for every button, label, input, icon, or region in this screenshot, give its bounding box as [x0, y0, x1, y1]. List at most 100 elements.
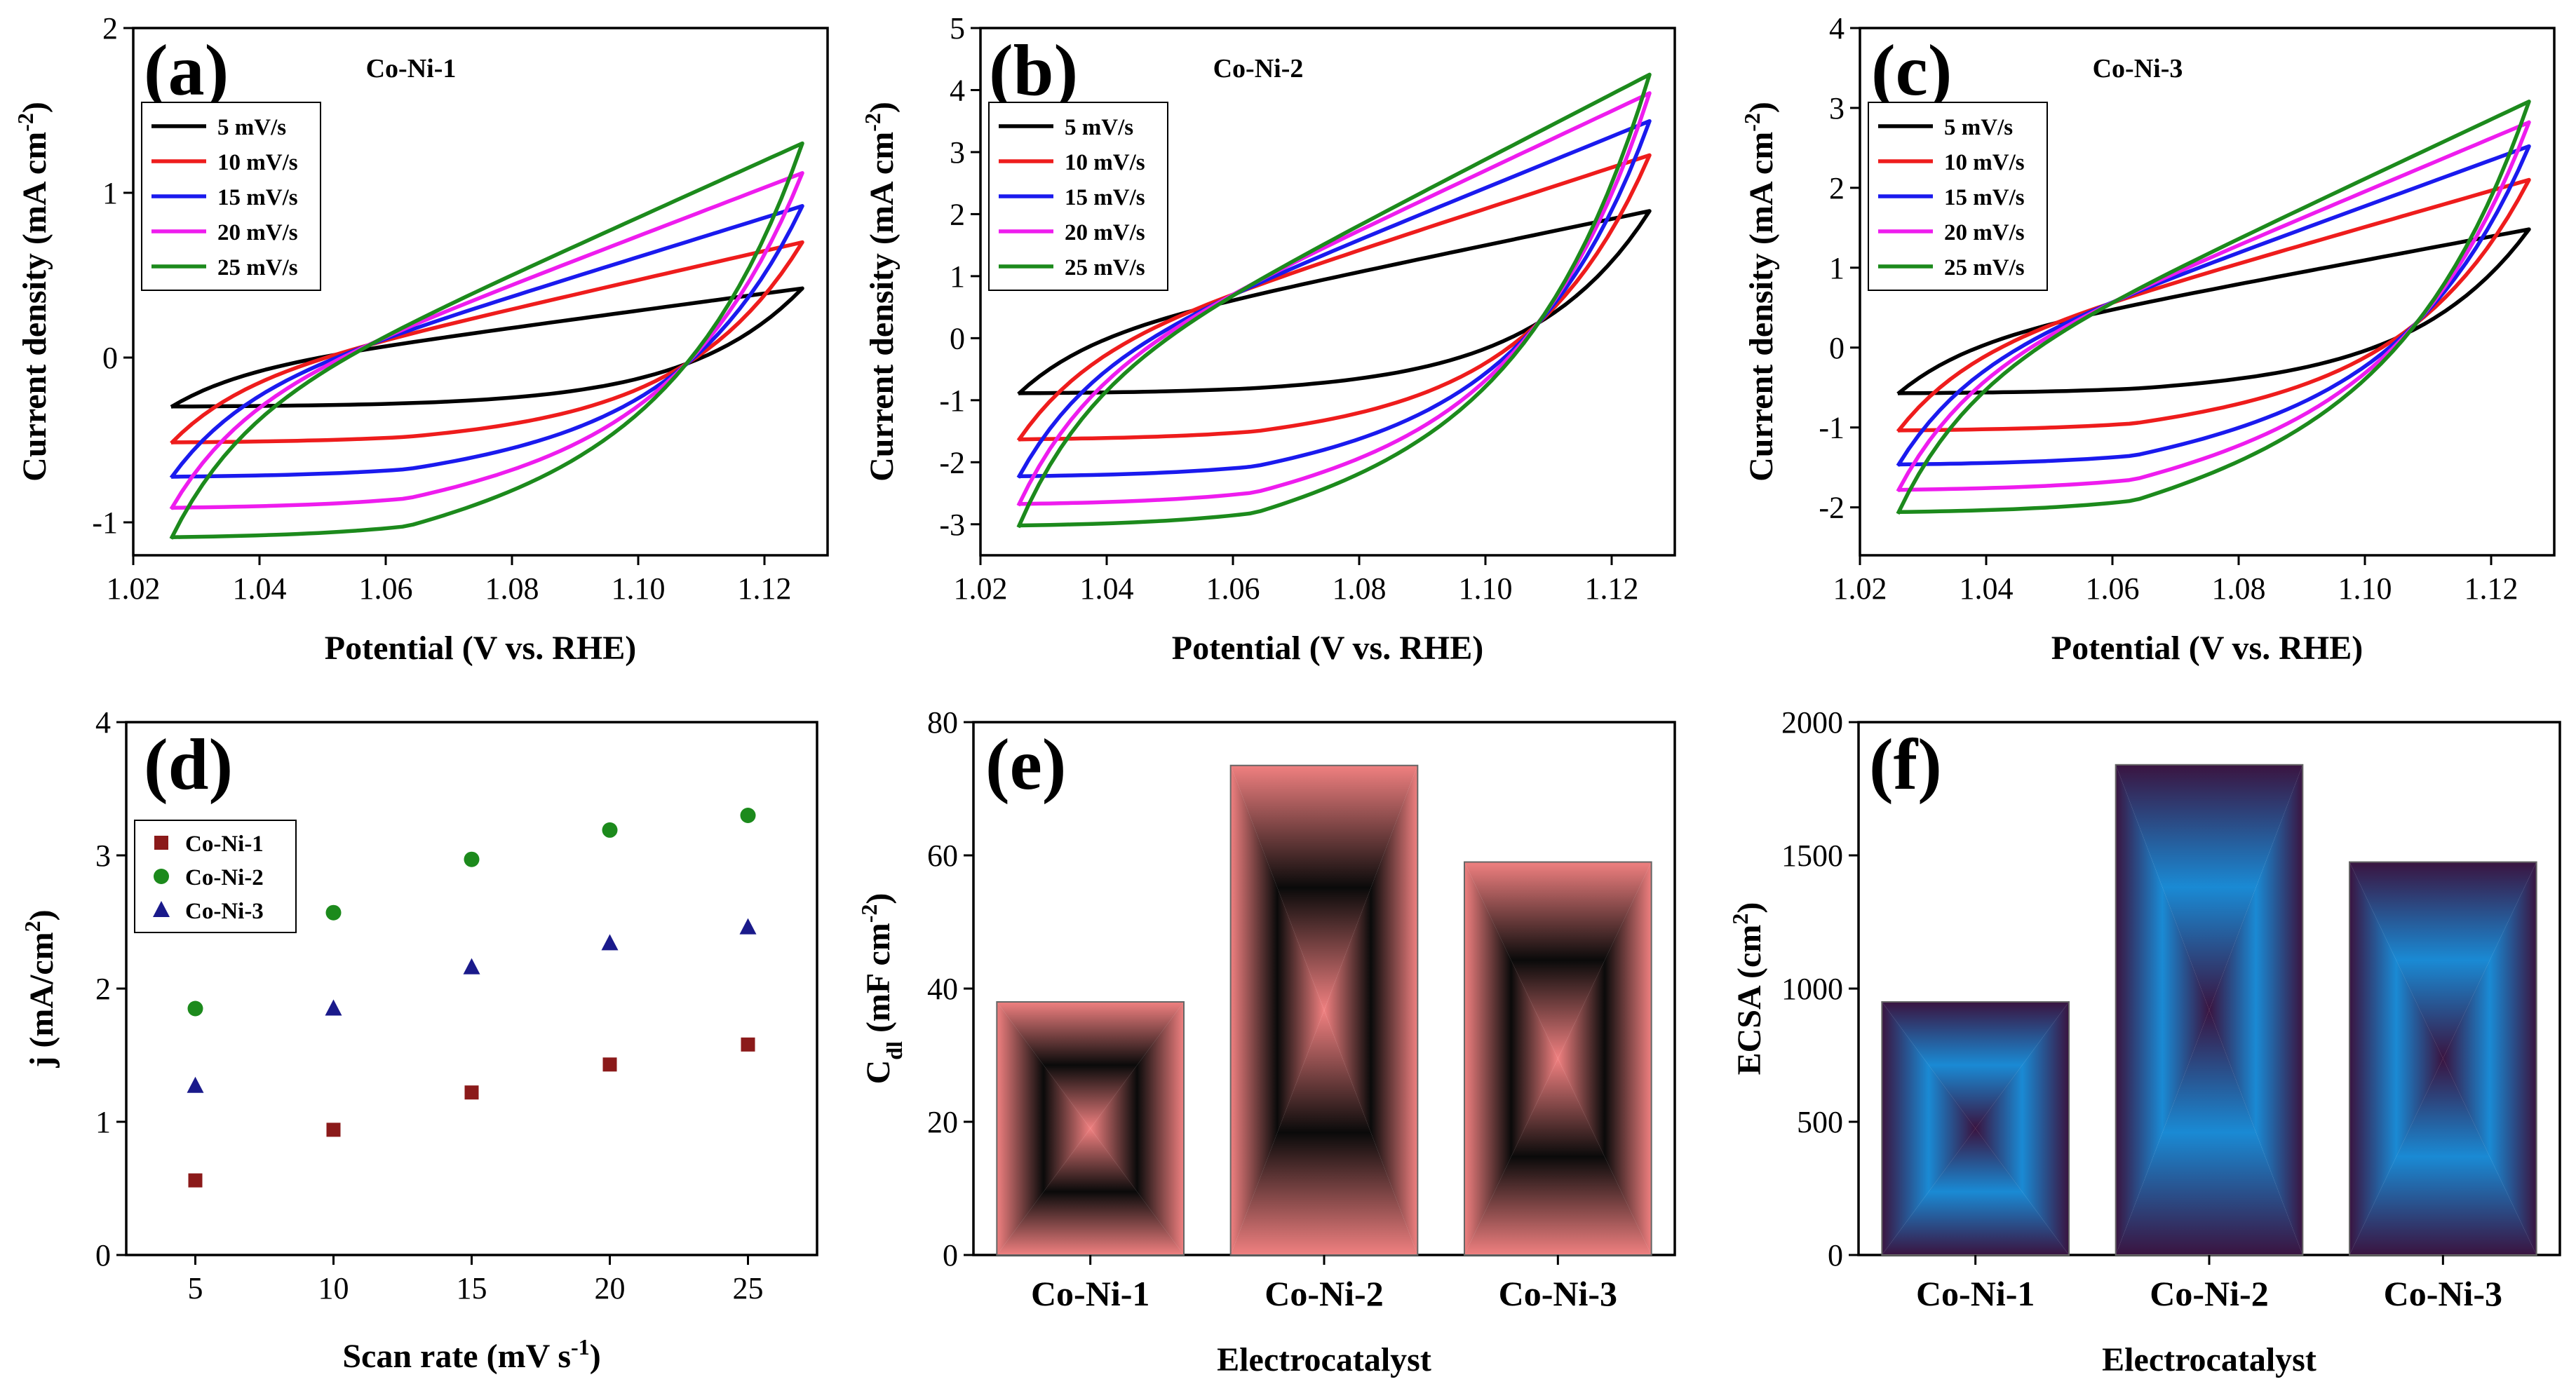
panel-f-ytick-label: 0 — [1828, 1238, 1843, 1273]
panel-a-ytick-label: -1 — [92, 506, 118, 540]
panel-b-ytick-label: 1 — [950, 259, 965, 294]
bar-e-2-top — [1230, 765, 1418, 1010]
panel-e: 0 20 40 60 80 Co-Ni-1 Co-Ni-2 Co-Ni-3 (e) Electro… — [856, 705, 1676, 1378]
panel-f-letter: (f) — [1869, 724, 1942, 805]
panel-e-ytick-label: 60 — [927, 839, 958, 873]
panel-a-letter: (a) — [144, 30, 229, 111]
panel-c-letter: (c) — [1871, 30, 1952, 111]
scatter-point-co-ni-2-3 — [464, 851, 480, 867]
panel-b-ytick-label: -1 — [939, 384, 965, 418]
scatter-point-co-ni-1-1 — [188, 1173, 203, 1188]
panel-a-ytick-label: 2 — [102, 11, 118, 46]
panel-d-xtick-label: 10 — [318, 1271, 349, 1305]
panel-c-ylabel: Current density (mA cm-2) — [1739, 102, 1780, 482]
panel-b-xtick-label: 1.12 — [1585, 571, 1639, 606]
bar-e-1-top — [997, 1002, 1184, 1129]
legend-label-c-4: 20 mV/s — [1944, 220, 2025, 245]
panel-c-xlabel: Potential (V vs. RHE) — [2051, 630, 2363, 667]
bar-f-3-bottom — [2349, 1058, 2537, 1255]
panel-d: 0 1 2 3 4 5 10 15 20 25 Co-Ni-1 Co-Ni-2 Co-Ni-3 (d) Sc… — [20, 705, 818, 1375]
legend-label-b-1: 5 mV/s — [1065, 115, 1133, 140]
panel-d-xtick-label: 5 — [188, 1271, 203, 1305]
panel-b-ytick-label: 5 — [950, 11, 965, 46]
panel-a-ylabel-close: ) — [16, 102, 53, 113]
legend-label-b-2: 10 mV/s — [1065, 150, 1145, 175]
scatter-point-co-ni-1-5 — [741, 1037, 755, 1052]
panel-b-ylabel-sup: -2 — [860, 113, 885, 132]
panel-c-title: Co-Ni-3 — [2093, 54, 2183, 83]
panel-c-xtick-label: 1.02 — [1833, 571, 1887, 606]
panel-c-ylabel-sup: -2 — [1739, 113, 1765, 132]
panel-c-axes-frame — [1859, 27, 2556, 557]
panel-e-ytick-label: 0 — [943, 1238, 958, 1273]
panel-a-xtick-label: 1.12 — [738, 571, 792, 606]
panel-a-ylabel: Current density (mA cm-2) — [13, 102, 53, 482]
bar-e-2 — [1229, 764, 1419, 1256]
panel-b-axes-frame — [979, 27, 1676, 557]
panel-c-xtick-label: 1.08 — [2212, 571, 2266, 606]
bar-f-1 — [1881, 1001, 2070, 1256]
bar-f-2 — [2115, 764, 2304, 1256]
legend-label-d-2: Co-Ni-2 — [185, 865, 264, 890]
cv-loop-c-1 — [1896, 227, 2531, 395]
legend-label-d-1: Co-Ni-1 — [185, 832, 264, 857]
panel-f-category-label: Co-Ni-3 — [2384, 1274, 2502, 1313]
panel-f-ylabel-main: ECSA (cm — [1731, 925, 1768, 1076]
bar-f-3-left — [2349, 862, 2443, 1255]
legend-marker-d-3 — [153, 901, 170, 917]
panel-d-xlabel-close: ) — [590, 1338, 601, 1375]
panel-d-ylabel-main: j (mA/cm — [23, 932, 60, 1068]
panel-c-ytick-label: 1 — [1829, 251, 1845, 285]
cv-loop-b-5 — [1016, 72, 1652, 529]
panel-b-ytick-label: 3 — [950, 135, 965, 170]
legend-label-c-5: 25 mV/s — [1944, 255, 2025, 280]
panel-a-axes-frame — [132, 27, 829, 557]
legend-label-b-4: 20 mV/s — [1065, 220, 1145, 245]
panel-d-xtick-label: 15 — [457, 1271, 487, 1305]
legend-label-c-3: 15 mV/s — [1944, 185, 2025, 210]
panel-d-xtick-label: 25 — [733, 1271, 764, 1305]
scatter-point-co-ni-3-1 — [187, 1076, 204, 1093]
legend-label-d-3: Co-Ni-3 — [185, 899, 264, 924]
legend-label-a-1: 5 mV/s — [217, 115, 286, 140]
panel-e-ylabel-main: C — [860, 1060, 897, 1085]
panel-e-xlabel: Electrocatalyst — [1217, 1341, 1431, 1378]
cv-loop-c-5 — [1896, 100, 2531, 515]
bar-f-1-right — [1975, 1002, 2069, 1255]
panel-a-xtick-label: 1.10 — [612, 571, 666, 606]
panel-b-xtick-label: 1.10 — [1459, 571, 1513, 606]
scatter-point-co-ni-2-1 — [187, 1000, 203, 1017]
panel-c-ytick-label: 3 — [1829, 91, 1845, 125]
panel-f-category-label: Co-Ni-2 — [2150, 1274, 2268, 1313]
panel-b-ytick-label: -2 — [939, 445, 965, 480]
panel-e-ylabel-sub: dl — [882, 1041, 907, 1060]
panel-b-ylabel: Current density (mA cm-2) — [860, 102, 901, 482]
legend-label-b-3: 15 mV/s — [1065, 185, 1145, 210]
panel-a-xtick-label: 1.04 — [233, 571, 287, 606]
panel-d-ytick-label: 2 — [95, 972, 111, 1006]
panel-c-ylabel-main: Current density (mA cm — [1743, 132, 1780, 482]
panel-a-ylabel-sup: -2 — [13, 113, 38, 132]
panel-c-ytick-label: 0 — [1829, 331, 1845, 365]
panel-b-ylabel-main: Current density (mA cm — [863, 132, 901, 482]
panel-a-title: Co-Ni-1 — [366, 54, 457, 83]
panel-d-ylabel: j (mA/cm2) — [20, 909, 60, 1068]
panel-b-xtick-label: 1.04 — [1080, 571, 1134, 606]
panel-f: 0 500 1000 1500 2000 Co-Ni-1 Co-Ni-2 Co-Ni-3 (f)… — [1727, 705, 2561, 1378]
panel-f-ytick-label: 1000 — [1781, 972, 1843, 1006]
panel-e-ytick-label: 80 — [927, 705, 958, 740]
bar-e-3-top — [1464, 862, 1652, 1059]
panel-f-ylabel-sup: 2 — [1727, 914, 1753, 925]
panel-a-xtick-label: 1.08 — [485, 571, 539, 606]
panel-b-letter: (b) — [989, 30, 1078, 111]
panel-f-category-label: Co-Ni-1 — [1916, 1274, 2035, 1313]
panel-d-xtick-label: 20 — [595, 1271, 626, 1305]
scatter-point-co-ni-3-2 — [325, 999, 342, 1016]
bar-f-2-left — [2115, 764, 2209, 1255]
bar-e-3-left — [1464, 862, 1558, 1255]
panel-f-ylabel-close: ) — [1731, 902, 1768, 914]
panel-d-ytick-label: 0 — [95, 1238, 111, 1273]
panel-d-xlabel-main: Scan rate (mV s — [342, 1338, 571, 1375]
scatter-point-co-ni-3-4 — [601, 934, 619, 951]
